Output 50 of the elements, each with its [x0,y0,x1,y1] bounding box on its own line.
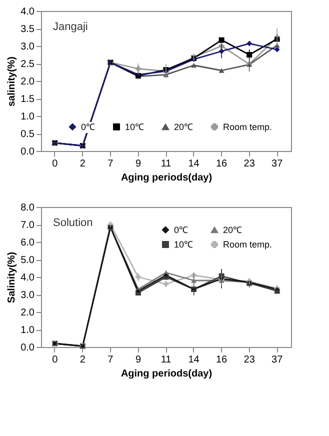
x-tick-label: 37 [272,354,284,366]
x-tick-label: 11 [160,354,172,366]
legend-label: 0℃ [174,224,188,235]
y-tick-label: 3.0 [20,290,35,301]
x-tick-label: 23 [244,158,256,170]
legend-label: Room temp. [223,240,272,250]
legend-label: 10℃ [174,240,194,250]
y-tick-label: 0.5 [20,129,35,140]
legend-label: Room temp. [223,122,272,132]
x-tick-label: 9 [135,158,142,170]
y-tick-label: 0.0 [20,146,35,158]
x-tick-label: 16 [216,354,228,366]
x-tick-label: 2 [80,354,86,366]
y-tick-label: 3.0 [20,42,35,52]
y-tick-label: 1.0 [20,112,35,122]
y-tick-label: 2.0 [20,308,35,318]
x-tick-label: 2 [80,158,86,170]
y-tick-label: 4.0 [20,272,35,284]
x-tick-label: 14 [188,158,200,170]
x-tick-label: 11 [160,158,172,170]
y-tick-label: 8.0 [20,202,35,214]
x-tick-label: 0 [52,158,58,170]
y-axis-title: Salinity(%) [6,252,18,304]
x-tick-label: 14 [188,354,200,366]
y-tick-label: 0.0 [20,342,35,354]
x-tick-label: 23 [244,354,256,366]
annotation: Solution [53,217,93,229]
x-axis-title: Aging periods(day) [120,368,212,380]
y-tick-label: 1.0 [20,325,35,336]
y-tick-label: 5.0 [20,255,35,266]
x-tick-label: 7 [108,354,114,366]
x-tick-label: 0 [52,354,58,366]
x-tick-label: 7 [108,158,114,170]
annotation: Jangaji [53,21,88,33]
y-tick-label: 3.5 [20,24,35,35]
legend-label: 0℃ [81,122,96,132]
x-tick-label: 16 [216,158,228,170]
y-tick-label: 1.5 [20,94,35,105]
x-tick-label: 37 [272,158,284,170]
y-tick-label: 6.0 [20,238,35,248]
y-tick-label: 2.5 [20,59,35,70]
legend-label: 10℃ [125,122,144,132]
legend-label: 20℃ [174,122,194,132]
y-axis-title: salinity(%) [6,56,18,107]
x-axis-title: Aging periods(day) [120,172,212,184]
y-tick-label: 2.0 [20,76,35,88]
legend-label: 20℃ [223,225,242,236]
y-tick-label: 4.0 [20,6,35,18]
x-tick-label: 9 [135,354,142,366]
y-tick-label: 7.0 [20,220,35,231]
